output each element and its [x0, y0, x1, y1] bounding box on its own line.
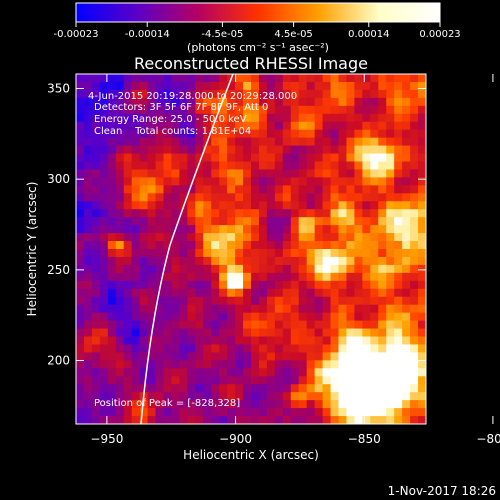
x-tick-label: −850	[348, 432, 381, 446]
colorbar-tick-label: -4.5e-05	[201, 29, 243, 40]
annotation-total-counts: Clean Total counts: 1.81E+04	[94, 126, 251, 137]
colorbar-ticks: -0.00023 -0.00014 -4.5e-05 4.5e-05 0.00014 0.…	[54, 22, 461, 40]
colorbar	[75, 2, 441, 23]
colorbar-tick-label: -0.00023	[54, 29, 99, 40]
annotation-time-range: 4-Jun-2015 20:19:28.000 to 20:29:28.000	[88, 91, 297, 102]
y-tick-label: 250	[47, 263, 70, 277]
colorbar-tick-label: -0.00014	[125, 29, 170, 40]
x-axis-ticks: −950 −900 −850 −800	[90, 74, 500, 446]
annotation-detectors: Detectors: 3F 5F 6F 7F 8F 9F, Att 0	[94, 102, 268, 113]
annotation-energy-range: Energy Range: 25.0 - 50.0 keV	[94, 114, 247, 125]
y-tick-label: 300	[47, 172, 70, 186]
plot-frame	[75, 73, 427, 425]
colorbar-tick-label: 0.00023	[419, 29, 460, 40]
colorbar-unit-label: (photons cm⁻² s⁻¹ asec⁻²)	[187, 41, 329, 54]
x-tick-label: −950	[90, 432, 123, 446]
x-tick-label: −800	[476, 432, 500, 446]
x-tick-label: −900	[219, 432, 252, 446]
y-axis-ticks: 200 250 300 350	[47, 82, 426, 368]
solar-limb-line	[140, 74, 234, 424]
x-axis-title: Heliocentric X (arcsec)	[183, 448, 319, 462]
y-axis-title: Heliocentric Y (arcsec)	[25, 182, 39, 317]
heatmap-image	[76, 74, 426, 424]
colorbar-tick-label: 4.5e-05	[274, 29, 312, 40]
peak-position-label: Position of Peak = [-828,328]	[94, 398, 240, 409]
colorbar-tick-label: 0.00014	[348, 29, 389, 40]
chart-title: Reconstructed RHESSI Image	[134, 54, 368, 73]
footer-date: 1-Nov-2017 18:26	[388, 484, 496, 498]
y-tick-label: 350	[47, 82, 70, 96]
y-tick-label: 200	[47, 354, 70, 368]
